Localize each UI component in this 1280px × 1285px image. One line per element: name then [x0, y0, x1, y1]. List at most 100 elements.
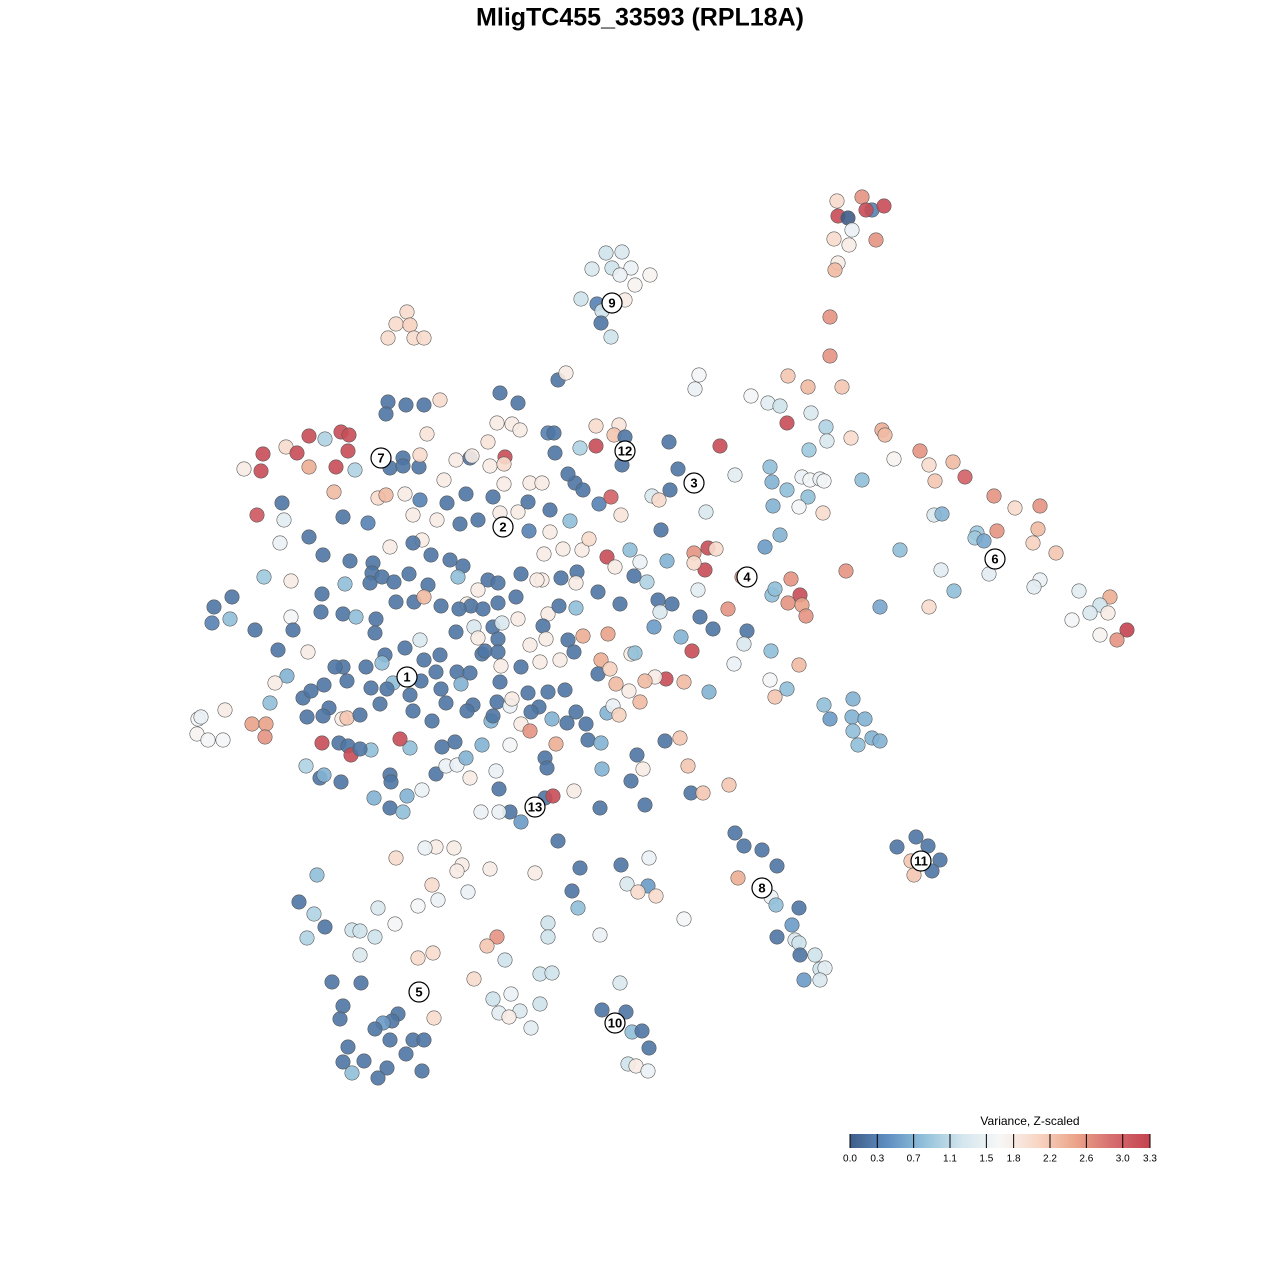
point: [217, 702, 233, 718]
point: [550, 833, 566, 849]
point: [193, 709, 209, 725]
point: [957, 469, 973, 485]
point: [513, 659, 529, 675]
point: [520, 685, 536, 701]
cluster-badge: [984, 548, 1006, 570]
point: [641, 850, 657, 866]
point: [653, 522, 669, 538]
point: [303, 683, 319, 699]
point: [877, 427, 893, 443]
point: [416, 589, 432, 605]
chart-title: MligTC455_33593 (RPL18A): [476, 4, 804, 32]
point: [388, 594, 404, 610]
point: [337, 576, 353, 592]
point: [670, 461, 686, 477]
point: [857, 711, 873, 727]
cluster-badge: [910, 850, 932, 872]
point: [529, 572, 545, 588]
point: [593, 315, 609, 331]
point: [301, 529, 317, 545]
point: [395, 458, 411, 474]
point: [627, 645, 643, 661]
point: [496, 476, 512, 492]
point: [367, 625, 383, 641]
point: [661, 434, 677, 450]
point: [544, 965, 560, 981]
point: [827, 262, 843, 278]
point: [1007, 500, 1023, 516]
point: [560, 632, 576, 648]
point: [812, 972, 828, 988]
point: [485, 708, 501, 724]
point: [316, 677, 332, 693]
point: [410, 898, 426, 914]
point: [335, 1054, 351, 1070]
point: [726, 656, 742, 672]
point: [490, 631, 506, 647]
point: [380, 330, 396, 346]
point: [575, 482, 591, 498]
point: [412, 632, 428, 648]
point: [989, 523, 1005, 539]
cluster-badge: [683, 472, 705, 494]
colorbar-tick-label: 2.2: [1043, 1154, 1057, 1165]
cluster-badge: [370, 447, 392, 469]
point: [453, 676, 469, 692]
point: [335, 606, 351, 622]
point: [858, 202, 874, 218]
point: [566, 783, 582, 799]
point: [629, 747, 645, 763]
cluster-badge: [751, 877, 773, 899]
point: [326, 484, 342, 500]
point: [568, 704, 584, 720]
cluster-label: 6: [991, 551, 998, 566]
point: [850, 737, 866, 753]
point: [363, 680, 379, 696]
point: [270, 642, 286, 658]
cluster-label: 12: [618, 443, 632, 458]
cluster-label: 11: [914, 853, 928, 868]
point: [358, 659, 374, 675]
point: [299, 709, 315, 725]
point: [262, 695, 278, 711]
point: [503, 986, 519, 1002]
point: [402, 740, 418, 756]
point: [816, 473, 832, 489]
point: [424, 877, 440, 893]
cluster-label: 9: [608, 295, 615, 310]
point: [504, 691, 520, 707]
point: [946, 583, 962, 599]
point: [450, 569, 466, 585]
point: [769, 858, 785, 874]
point: [801, 442, 817, 458]
point: [344, 1065, 360, 1081]
point: [600, 626, 616, 642]
point: [522, 723, 538, 739]
point: [378, 406, 394, 422]
point: [626, 568, 642, 584]
point: [727, 467, 743, 483]
colorbar-tick-label: 1.5: [979, 1154, 993, 1165]
point: [603, 489, 619, 505]
point: [712, 438, 728, 454]
point: [298, 758, 314, 774]
point: [466, 971, 482, 987]
point: [548, 736, 564, 752]
point: [570, 900, 586, 916]
point: [598, 245, 614, 261]
point: [474, 737, 490, 753]
point: [206, 599, 222, 615]
point: [256, 569, 272, 585]
point: [613, 857, 629, 873]
point: [462, 665, 478, 681]
point: [641, 1040, 657, 1056]
point: [204, 615, 220, 631]
point: [1119, 622, 1135, 638]
point: [392, 731, 408, 747]
point: [289, 445, 305, 461]
point: [542, 502, 558, 518]
point: [491, 804, 507, 820]
point: [757, 539, 773, 555]
point: [352, 947, 368, 963]
point: [697, 562, 713, 578]
